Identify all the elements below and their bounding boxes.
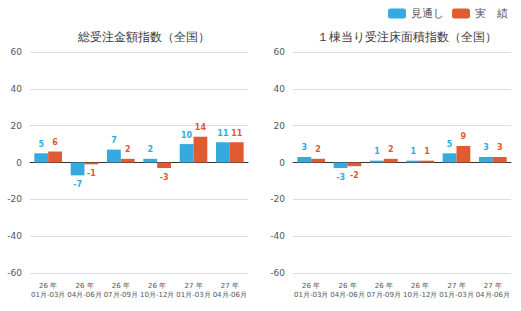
svg-text:-60: -60	[7, 268, 22, 278]
svg-text:総受注金額指数（全国）: 総受注金額指数（全国）	[77, 30, 210, 44]
svg-text:26 年: 26 年	[411, 282, 429, 290]
svg-text:１棟当り受注床面積指数（全国）: １棟当り受注床面積指数（全国）	[317, 30, 497, 44]
svg-text:-3: -3	[160, 173, 169, 182]
svg-text:3: 3	[483, 143, 489, 152]
svg-text:1: 1	[410, 147, 416, 156]
svg-text:5: 5	[447, 140, 453, 149]
svg-text:6: 6	[52, 138, 58, 147]
svg-text:-7: -7	[73, 180, 82, 189]
svg-text:10月-12月: 10月-12月	[403, 291, 437, 299]
svg-text:26 年: 26 年	[75, 282, 93, 290]
svg-text:07月-09月: 07月-09月	[104, 291, 138, 299]
svg-text:11: 11	[217, 129, 229, 138]
svg-text:14: 14	[195, 123, 207, 132]
svg-text:20: 20	[11, 121, 23, 131]
svg-text:01月-03月: 01月-03月	[176, 291, 210, 299]
svg-text:7: 7	[111, 136, 117, 145]
svg-text:0: 0	[16, 158, 22, 168]
svg-text:-40: -40	[270, 231, 285, 241]
svg-text:27 年: 27 年	[447, 282, 465, 290]
svg-text:-20: -20	[270, 194, 285, 204]
svg-text:27 年: 27 年	[484, 282, 502, 290]
svg-text:40: 40	[274, 84, 286, 94]
svg-text:3: 3	[301, 143, 307, 152]
svg-text:04月-06月: 04月-06月	[213, 291, 247, 299]
svg-text:60: 60	[11, 47, 23, 57]
svg-text:-3: -3	[336, 173, 345, 182]
svg-text:07月-09月: 07月-09月	[367, 291, 401, 299]
svg-text:27 年: 27 年	[184, 282, 202, 290]
svg-text:0: 0	[279, 158, 285, 168]
svg-text:01月-03月: 01月-03月	[31, 291, 65, 299]
svg-text:見通し: 見通し	[411, 7, 444, 20]
svg-text:2: 2	[125, 145, 131, 154]
svg-text:26 年: 26 年	[39, 282, 57, 290]
svg-text:04月-06月: 04月-06月	[476, 291, 510, 299]
svg-text:26 年: 26 年	[302, 282, 320, 290]
svg-text:60: 60	[274, 47, 286, 57]
svg-text:40: 40	[11, 84, 23, 94]
svg-text:01月-03月: 01月-03月	[439, 291, 473, 299]
svg-text:-20: -20	[7, 194, 22, 204]
svg-text:1: 1	[374, 147, 380, 156]
svg-text:01月-03月: 01月-03月	[294, 291, 328, 299]
svg-text:2: 2	[388, 145, 394, 154]
svg-text:10月-12月: 10月-12月	[140, 291, 174, 299]
svg-text:3: 3	[497, 143, 503, 152]
svg-text:26 年: 26 年	[375, 282, 393, 290]
svg-text:11: 11	[231, 129, 243, 138]
svg-text:04月-06月: 04月-06月	[330, 291, 364, 299]
svg-text:-60: -60	[270, 268, 285, 278]
svg-text:26 年: 26 年	[338, 282, 356, 290]
svg-text:04月-06月: 04月-06月	[67, 291, 101, 299]
svg-text:実 績: 実 績	[475, 7, 508, 20]
svg-text:27 年: 27 年	[221, 282, 239, 290]
svg-text:10: 10	[181, 131, 193, 140]
svg-text:20: 20	[274, 121, 286, 131]
svg-text:2: 2	[147, 145, 153, 154]
svg-text:5: 5	[38, 140, 44, 149]
svg-text:-2: -2	[350, 171, 359, 180]
svg-text:2: 2	[315, 145, 321, 154]
svg-text:9: 9	[461, 132, 467, 141]
svg-text:-40: -40	[7, 231, 22, 241]
svg-text:1: 1	[424, 147, 430, 156]
svg-text:26 年: 26 年	[148, 282, 166, 290]
svg-text:-1: -1	[87, 169, 96, 178]
svg-text:26 年: 26 年	[112, 282, 130, 290]
